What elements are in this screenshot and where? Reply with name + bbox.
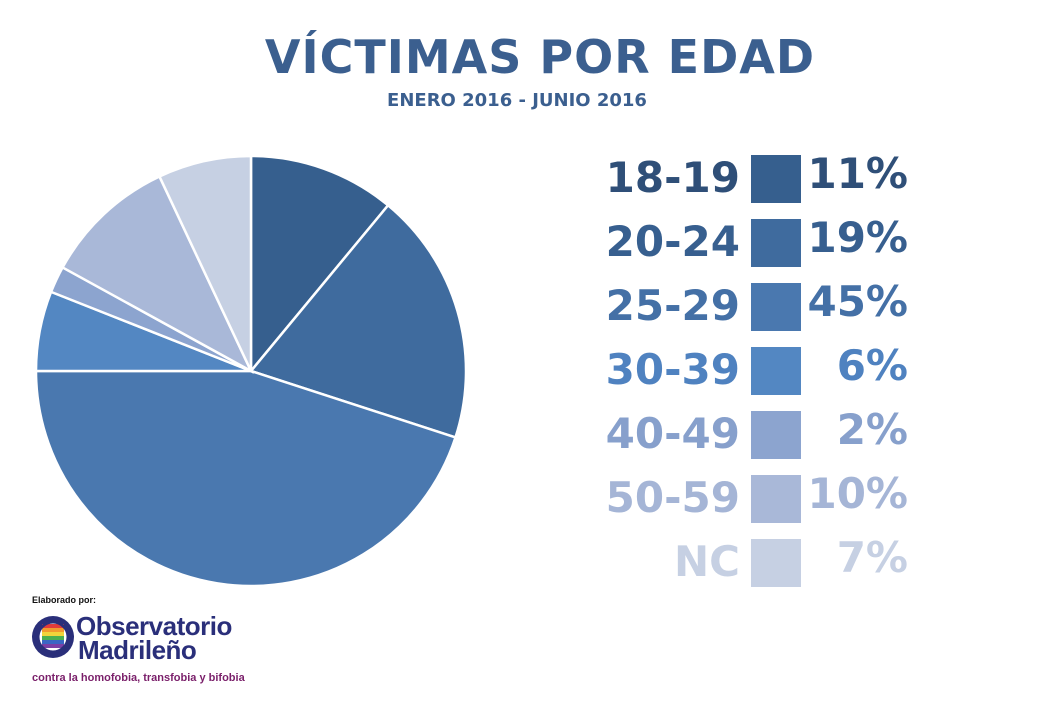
legend-label: 25-29 — [605, 281, 740, 330]
legend-swatch — [751, 219, 801, 267]
legend-swatch — [751, 155, 801, 203]
pie-slice-50-59 — [60, 174, 254, 374]
legend-value: 11% — [807, 149, 908, 198]
legend-swatch — [751, 347, 801, 395]
legend-item: 20-24 19% — [600, 213, 920, 280]
logo-line2: Madrileño — [78, 635, 197, 665]
legend-value: 10% — [807, 469, 908, 518]
observatorio-logo: Observatorio Madrileño contra la homofob… — [30, 612, 250, 692]
legend-swatch — [751, 539, 801, 587]
legend-item: 30-39 6% — [600, 341, 920, 408]
logo-line1: Observatorio — [76, 611, 232, 641]
legend-item: 40-49 2% — [600, 405, 920, 472]
legend-label: NC — [674, 537, 740, 586]
credit-label: Elaborado por: — [32, 595, 97, 605]
legend-item: 18-19 11% — [600, 149, 920, 216]
pie-slice-18-19 — [249, 154, 390, 375]
legend-label: 40-49 — [605, 409, 740, 458]
legend-value: 2% — [836, 405, 908, 454]
legend-swatch — [751, 475, 801, 523]
legend-item: NC 7% — [600, 533, 920, 600]
logo-tagline: contra la homofobia, transfobia y bifobi… — [32, 672, 245, 684]
rainbow-globe-icon — [32, 616, 74, 658]
legend-swatch — [751, 283, 801, 331]
pie-chart — [34, 154, 468, 588]
legend-label: 50-59 — [605, 473, 740, 522]
legend-value: 6% — [836, 341, 908, 390]
pie-slice-25-29 — [34, 369, 458, 588]
legend-item: 25-29 45% — [600, 277, 920, 344]
legend-label: 20-24 — [605, 217, 740, 266]
legend-swatch — [751, 411, 801, 459]
chart-title: VÍCTIMAS POR EDAD — [264, 30, 816, 84]
legend-label: 30-39 — [605, 345, 740, 394]
legend-value: 7% — [836, 533, 908, 582]
legend-item: 50-59 10% — [600, 469, 920, 536]
legend-value: 19% — [807, 213, 908, 262]
pie-slice-nc — [157, 154, 253, 372]
chart-subtitle: ENERO 2016 - JUNIO 2016 — [387, 90, 647, 111]
legend-value: 45% — [807, 277, 908, 326]
chart-legend: 18-19 11% 20-24 19% 25-29 45% 30-39 6% 40-49 2% 50… — [600, 149, 920, 600]
pie-slice-20-24 — [248, 203, 468, 440]
legend-label: 18-19 — [605, 153, 740, 202]
